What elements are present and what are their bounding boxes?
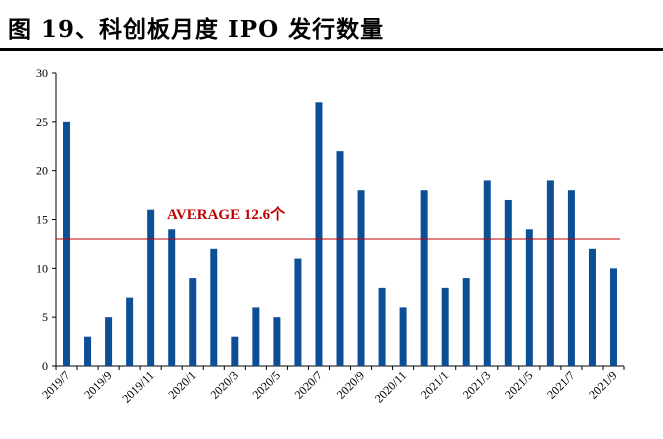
bar-2021-8 xyxy=(588,248,596,366)
x-tick-label: 2021/5 xyxy=(502,368,535,401)
bar-2020-4 xyxy=(252,307,260,366)
x-tick-label: 2020/1 xyxy=(165,368,198,401)
bar-2021-2 xyxy=(462,278,470,366)
x-tick-labels: 2019/7 2019/9 2019/11 2020/1 2020/3 2020/5 202… xyxy=(39,368,619,405)
y-tick-label: 20 xyxy=(36,164,48,178)
x-tick-label: 2021/1 xyxy=(418,368,451,401)
bar-2020-7 xyxy=(315,102,323,367)
bar-2020-5 xyxy=(273,317,281,366)
x-tick-label: 2019/7 xyxy=(39,368,72,401)
bar-2021-5 xyxy=(525,229,533,366)
x-tick-label: 2021/3 xyxy=(460,368,493,401)
x-tick-label: 2021/9 xyxy=(586,368,619,401)
bar-2020-6 xyxy=(294,258,302,366)
bar-2020-3 xyxy=(231,336,239,366)
bar-2019-7 xyxy=(63,121,71,366)
y-tick-label: 10 xyxy=(36,261,48,275)
bar-2019-12 xyxy=(168,229,176,366)
x-tick-label: 2019/9 xyxy=(81,368,114,401)
bars xyxy=(63,102,617,367)
title-rule xyxy=(0,48,663,51)
bar-2021-9 xyxy=(609,268,617,366)
bar-2020-11 xyxy=(399,307,407,366)
y-tick-label: 15 xyxy=(36,213,48,227)
x-tick-label: 2020/3 xyxy=(207,368,240,401)
bar-2020-9 xyxy=(357,190,365,366)
bar-2019-10 xyxy=(126,297,134,366)
bar-2019-9 xyxy=(105,317,113,366)
chart-title: 图 19、科创板月度 IPO 发行数量 xyxy=(8,16,385,43)
average-label: AVERAGE 12.6个 xyxy=(167,205,286,223)
bar-2020-8 xyxy=(336,151,344,366)
bar-2020-2 xyxy=(210,248,218,366)
x-tick-label: 2020/5 xyxy=(250,368,283,401)
y-tick-label: 30 xyxy=(36,66,48,80)
y-tick-label: 0 xyxy=(42,359,48,373)
x-tick-label: 2020/11 xyxy=(372,368,409,405)
average-line-group: AVERAGE 12.6个 xyxy=(56,205,620,240)
x-tick-label: 2019/11 xyxy=(119,368,156,405)
x-tick-label: 2020/7 xyxy=(292,368,325,401)
bar-2021-3 xyxy=(483,180,491,366)
bar-2021-7 xyxy=(567,190,575,366)
bar-2020-1 xyxy=(189,278,197,366)
bar-2019-11 xyxy=(147,209,155,366)
bar-2020-12 xyxy=(420,190,428,366)
bar-2019-8 xyxy=(84,336,92,366)
bar-2021-6 xyxy=(546,180,554,366)
x-tick-label: 2021/7 xyxy=(544,368,577,401)
y-tick-labels: 0 5 10 15 20 25 30 xyxy=(36,66,48,373)
x-tick-label: 2020/9 xyxy=(334,368,367,401)
y-tick-label: 25 xyxy=(36,115,48,129)
y-tick-label: 5 xyxy=(42,310,48,324)
bar-2020-10 xyxy=(378,287,386,366)
bar-2021-1 xyxy=(441,287,449,366)
bar-2021-4 xyxy=(504,199,512,366)
